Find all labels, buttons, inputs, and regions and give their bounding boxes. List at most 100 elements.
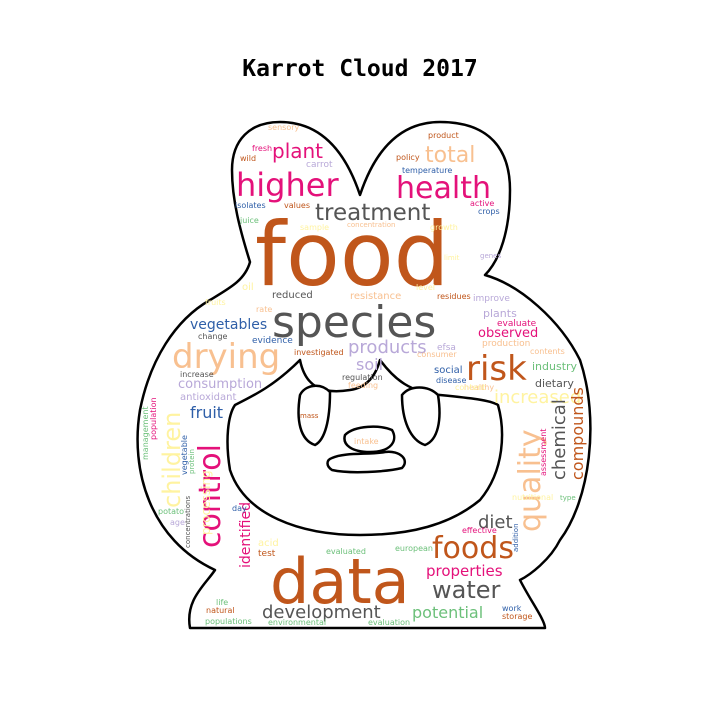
cloud-word-water: water [432,576,501,604]
cloud-word-antioxidant: antioxidant [180,392,236,403]
cloud-word-sample: sample [300,223,329,232]
cloud-word-concentration: concentration [347,221,395,229]
cloud-word-feeding: feeding [348,381,378,390]
cloud-word-increase: increase [180,370,214,379]
cloud-word-temperature: temperature [402,166,452,175]
cloud-word-evaluated: evaluated [326,547,366,556]
cloud-word-crops: crops [478,207,500,216]
cloud-word-regulation: regulation [342,373,383,382]
cloud-word-vegetable: vegetable [180,435,189,475]
cloud-word-properties: properties [426,562,503,580]
cloud-word-concentrations: concentrations [184,496,192,548]
cloud-word-total: total [425,143,475,168]
cloud-word-potential: potential [412,603,483,622]
cloud-word-intake: intake [354,437,379,446]
cloud-word-contents: contents [530,347,565,356]
cloud-word-potato: potato [158,507,184,516]
cloud-word-work: work [502,604,522,613]
cloud-word-policy: policy [396,153,420,162]
cloud-word-nutritional: nutritional [512,493,553,502]
cloud-word-population: population [149,397,158,440]
cloud-word-isolates: isolates [235,201,266,210]
cloud-word-healthy: healthy [464,383,494,392]
cloud-word-children: children [158,412,186,508]
cloud-word-efsa: efsa [437,343,456,353]
cloud-word-plants: plants [483,307,517,320]
cloud-word-mass: mass [300,412,319,420]
cloud-word-assessment: assessment [539,429,548,476]
cloud-word-diet: diet [478,512,513,533]
cloud-word-food: food [255,203,450,306]
cloud-word-level: level [416,283,435,292]
cloud-word-active: active [470,199,494,208]
cloud-word-drying: drying [172,337,280,377]
cloud-word-carrot: carrot [306,160,333,170]
cloud-word-populations: populations [205,617,252,626]
cloud-word-disease: disease [436,376,466,385]
cloud-word-day: day [232,504,247,513]
cloud-word-observed: observed [478,326,538,341]
cloud-word-environmental: environmental [268,618,326,627]
cloud-word-increased: increased [494,387,581,408]
cloud-word-values: values [284,201,310,210]
cloud-word-protein: protein [188,449,196,474]
cloud-word-genes: genes [480,252,501,260]
cloud-word-plant: plant [272,139,323,163]
cloud-word-storage: storage [502,612,532,621]
cloud-word-type: type [560,494,576,502]
cloud-word-evaluation: evaluation [368,618,410,627]
cloud-word-production: production [482,339,530,349]
mouth [326,450,407,474]
page-title: Karrot Cloud 2017 [242,56,478,82]
cloud-word-rate: rate [256,305,272,314]
cloud-word-risk: risk [466,349,527,389]
cloud-word-data: data [270,545,410,618]
cloud-word-management: management [141,406,150,460]
cloud-word-age: age [170,518,185,527]
cloud-word-resistance: resistance [350,291,401,302]
cloud-word-products: products [348,337,427,358]
cloud-word-fruit: fruit [190,403,223,422]
cloud-word-chemical: chemical [549,399,570,480]
cloud-word-treatment: treatment [315,200,430,226]
cloud-word-processing: processing [199,470,213,535]
cloud-word-foods: foods [432,531,514,566]
cloud-word-social: social [434,365,463,376]
cloud-word-industry: industry [532,360,578,373]
cloud-word-improve: improve [473,294,510,304]
cloud-word-compounds: compounds [568,387,587,480]
cloud-word-limit: limit [444,254,460,262]
cloud-word-consumer: consumer [417,350,457,359]
cloud-word-reduced: reduced [272,290,313,301]
cloud-word-soil: soil [356,355,383,374]
cloud-word-wild: wild [240,154,256,163]
nose [343,425,396,454]
cloud-word-content: content [455,383,486,392]
cloud-word-european: european [395,544,433,553]
cloud-word-vegetables: vegetables [190,317,267,333]
cloud-word-health: health [396,171,491,206]
cloud-word-species: species [272,297,436,348]
cloud-word-control: control [193,444,228,548]
cloud-word-juice: juice [239,216,259,225]
cloud-word-development: development [262,602,381,623]
cloud-word-evaluate: evaluate [497,319,537,329]
cloud-word-identified: identified [238,502,254,568]
bunny-outline [136,120,592,630]
cloud-word-residues: residues [437,292,471,301]
cloud-word-life: life [216,598,228,607]
cloud-word-fresh: fresh [252,144,272,153]
cloud-word-sensory: sensory [268,123,300,132]
cloud-word-evidence: evidence [252,336,293,346]
cloud-word-quality: quality [513,429,548,532]
cloud-word-natural: natural [206,606,235,615]
cloud-word-higher: higher [236,166,339,204]
cloud-word-effective: effective [462,526,497,535]
cloud-word-investigated: investigated [294,348,344,357]
cloud-word-growth: growth [430,223,458,232]
cloud-word-acid: acid [258,538,279,549]
cloud-word-addition: addition [512,523,520,552]
cloud-word-fruits: fruits [205,298,226,307]
eye-right [400,386,441,447]
